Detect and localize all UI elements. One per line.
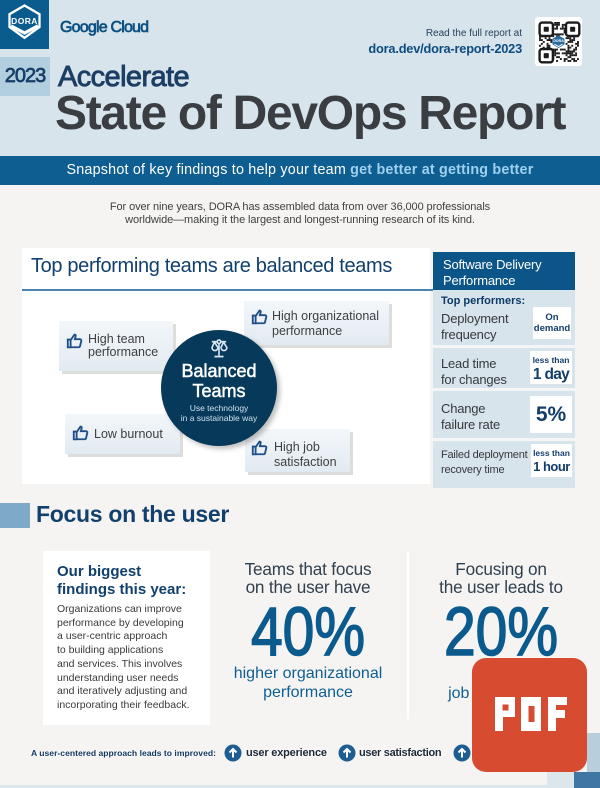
svg-text:DORA: DORA [11, 16, 38, 26]
svg-text:DORA: DORA [553, 39, 564, 43]
